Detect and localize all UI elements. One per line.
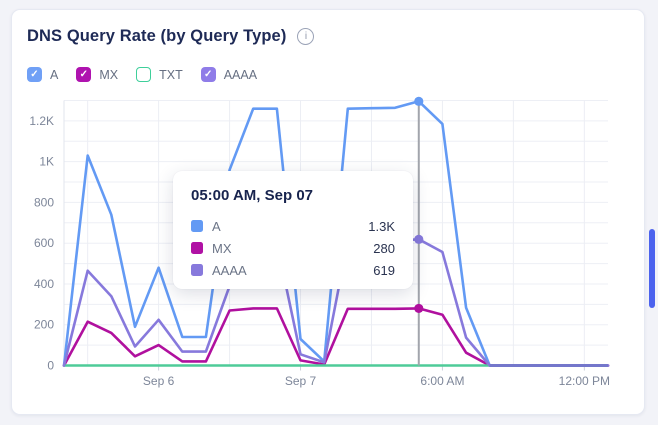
- y-axis-tick-label: 1.2K: [29, 114, 54, 128]
- chart-canvas[interactable]: 0 200 400 600 800 1K 1.2K Sep 6 Sep 7 6:00 AM 12:0…: [12, 10, 646, 416]
- tooltip-timestamp: 05:00 AM, Sep 07: [191, 187, 313, 204]
- x-axis-tick-label: 12:00 PM: [559, 374, 610, 388]
- tooltip-series-label: AAAA: [212, 262, 247, 278]
- y-axis-tick-label: 600: [34, 236, 54, 250]
- series-swatch-mx: [191, 242, 203, 254]
- checkbox-checked-mx[interactable]: ✓: [76, 67, 92, 82]
- legend-row: ✓ A ✓ MX TXT ✓ AAAA: [27, 67, 257, 82]
- card-title: DNS Query Rate (by Query Type): [27, 27, 287, 45]
- checkbox-checked-aaaa[interactable]: ✓: [200, 67, 216, 82]
- legend-label: TXT: [159, 67, 183, 82]
- highlight-dot-a: [414, 96, 424, 106]
- y-axis-tick-label: 200: [34, 318, 54, 332]
- legend-item-aaaa[interactable]: ✓ AAAA: [200, 67, 258, 82]
- highlight-dot-aaaa: [414, 234, 424, 244]
- scrollbar-thumb[interactable]: [649, 229, 655, 308]
- y-axis-tick-label: 0: [47, 359, 54, 373]
- y-axis-tick-label: 800: [34, 195, 54, 209]
- legend-label: AAAA: [223, 67, 258, 82]
- tooltip-row-aaaa: AAAA 619: [191, 259, 395, 281]
- legend-label: A: [50, 67, 59, 82]
- series-swatch-aaaa: [191, 264, 203, 276]
- tooltip-row-mx: MX 280: [191, 237, 395, 259]
- y-axis-tick-label: 400: [34, 277, 54, 291]
- chart-tooltip: 05:00 AM, Sep 07 A 1.3K MX 280 AAAA 619: [173, 171, 413, 289]
- tooltip-row-a: A 1.3K: [191, 215, 395, 237]
- info-icon[interactable]: i: [297, 28, 315, 45]
- legend-item-a[interactable]: ✓ A: [27, 67, 58, 82]
- legend-label: MX: [99, 67, 119, 82]
- checkbox-unchecked-txt[interactable]: [136, 67, 152, 82]
- x-axis-tick-label: Sep 6: [143, 374, 175, 388]
- tooltip-series-value: 1.3K: [368, 218, 395, 234]
- tooltip-rows: A 1.3K MX 280 AAAA 619: [191, 215, 395, 281]
- card-header: DNS Query Rate (by Query Type) i: [27, 27, 315, 46]
- highlight-dot-mx: [414, 303, 424, 314]
- dns-query-rate-card: DNS Query Rate (by Query Type) i ✓ A ✓ MX TX…: [11, 9, 645, 415]
- series-line-mx: [62, 307, 610, 367]
- tooltip-series-label: MX: [212, 240, 232, 256]
- series-swatch-a: [191, 220, 203, 232]
- checkbox-checked-a[interactable]: ✓: [27, 67, 42, 82]
- legend-item-mx[interactable]: ✓ MX: [76, 67, 118, 82]
- tooltip-series-value: 280: [373, 240, 395, 256]
- x-axis-tick-label: 6:00 AM: [420, 374, 464, 388]
- tooltip-series-label: A: [212, 218, 221, 234]
- x-axis-tick-label: Sep 7: [285, 374, 317, 388]
- y-axis-tick-label: 1K: [39, 155, 54, 169]
- tooltip-series-value: 619: [373, 262, 395, 278]
- legend-item-txt[interactable]: TXT: [136, 67, 183, 82]
